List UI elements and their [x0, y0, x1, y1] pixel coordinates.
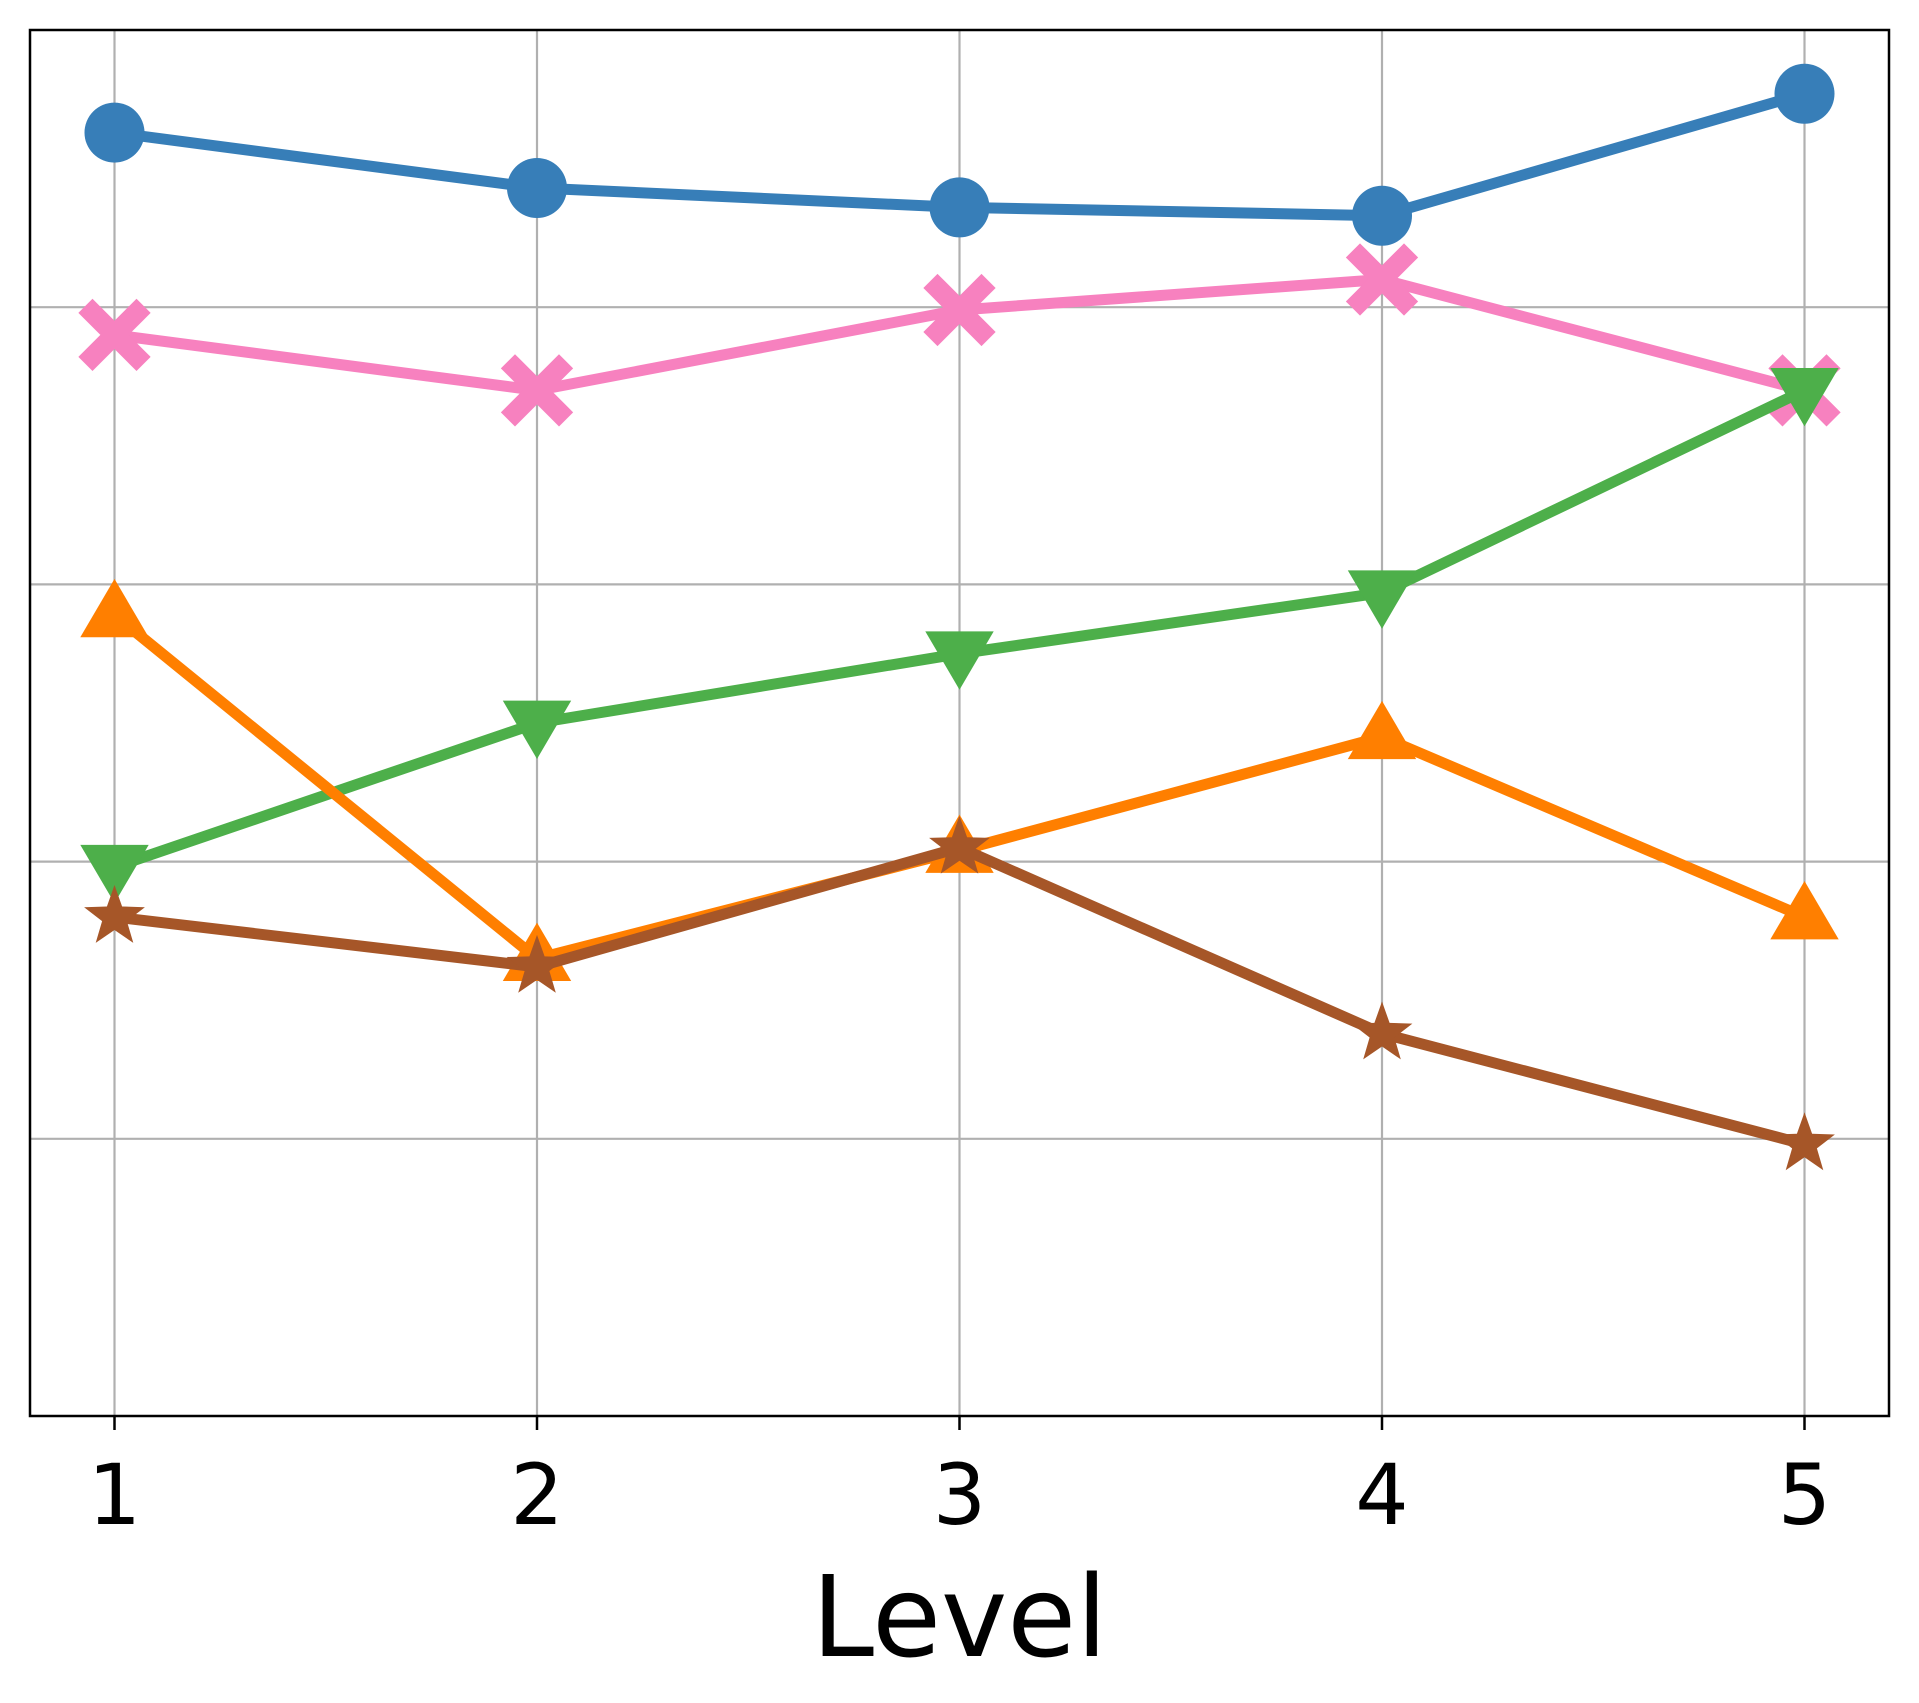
x-axis-ticks: 1 2 3 4 5	[88, 1416, 1831, 1544]
x-tick-label-1: 1	[88, 1446, 141, 1544]
series-1-point-3	[929, 177, 990, 238]
x-tick-label-2: 2	[510, 1446, 563, 1544]
series-layer	[78, 63, 1841, 1171]
series-4-point-5	[1770, 881, 1839, 940]
series-5-point-1	[84, 885, 145, 943]
series-5-point-4	[1351, 1001, 1413, 1060]
x-tick-label-4: 4	[1355, 1446, 1408, 1544]
series-3-point-5	[1770, 368, 1839, 427]
x-tick-label-3: 3	[933, 1446, 986, 1544]
series-1-point-5	[1774, 63, 1835, 124]
series-2-point-2	[500, 354, 574, 427]
series-2-point-1	[78, 298, 151, 372]
x-axis-label: Level	[812, 1553, 1108, 1683]
series-1-point-4	[1352, 185, 1412, 246]
series-1-point-2	[507, 158, 567, 219]
series-2-point-4	[1345, 243, 1419, 316]
series-3-point-2	[502, 700, 572, 759]
series-3-point-3	[925, 631, 994, 690]
series-3-point-4	[1347, 570, 1417, 629]
series-2-point-3	[923, 273, 996, 347]
series-5-point-2	[506, 934, 568, 993]
series-3-point-1	[80, 844, 149, 904]
x-tick-label-5: 5	[1778, 1446, 1831, 1544]
series-4-point-4	[1347, 700, 1417, 760]
series-3	[80, 368, 1839, 904]
series-1	[84, 63, 1835, 246]
series-4-point-1	[80, 578, 149, 638]
series-5-point-5	[1774, 1112, 1835, 1171]
series-5-point-3	[929, 815, 990, 874]
series-1-point-1	[84, 102, 145, 163]
series-5	[84, 815, 1835, 1171]
